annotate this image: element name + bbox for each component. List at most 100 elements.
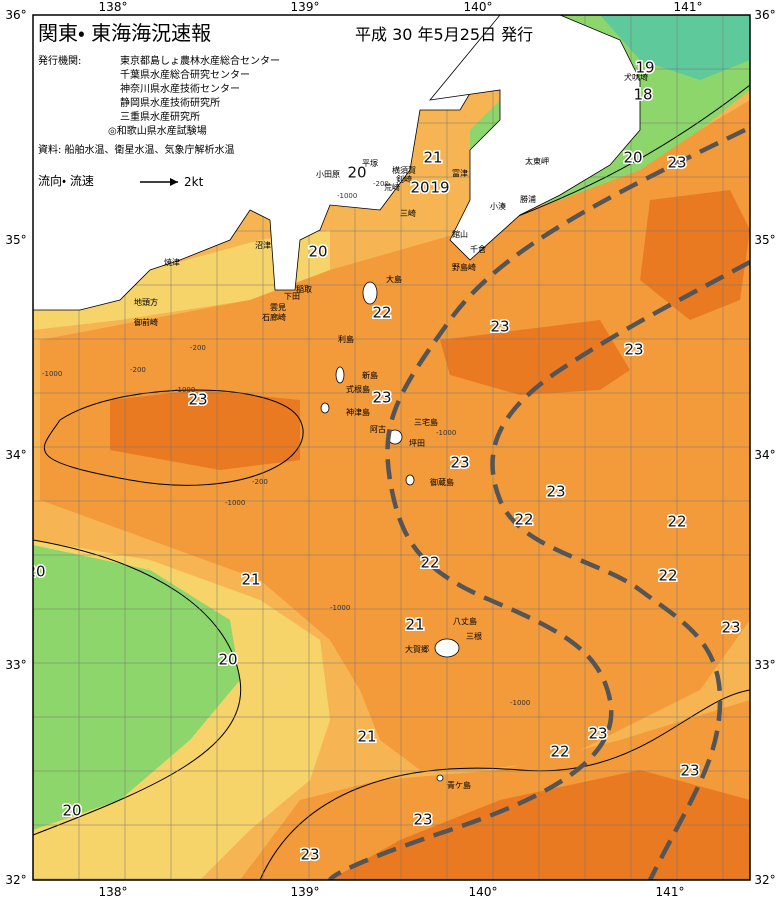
temperature-label: 21 [423,149,442,167]
island [335,366,345,384]
depth-label: -1000 [225,499,245,507]
lat-label: 36° [754,8,775,22]
temperature-label: 21 [241,571,260,589]
frame [32,14,751,881]
land [429,15,641,261]
lon-label: 140° [469,885,498,899]
depth-label: -1000 [337,192,357,200]
issuers-label: 発行機関: [38,54,81,67]
isotherm [33,539,242,836]
temperature-label: 23 [721,619,740,637]
kuroshio-axis [327,127,746,880]
depth-label: -1000 [510,699,530,707]
temperature-label: 23 [624,341,643,359]
place-name: 横須賀 [392,165,416,175]
temperature-label: 23 [667,154,686,172]
place-name: 雲見 [270,303,286,312]
place-name: 三崎 [400,208,416,218]
lat-label: 32° [5,873,26,887]
source: 資料: 船舶水温、衛星水温、気象庁解析水温 [38,143,235,156]
depth-label: -1000 [175,386,195,394]
isotherms [33,84,750,880]
temperature-label: 18 [633,86,652,104]
place-name: 沼津 [255,240,271,250]
place-name: 太東岬 [525,156,549,166]
temperature-label: 20 [410,179,429,197]
temperature-label: 23 [680,762,699,780]
depth-label: -200 [252,478,268,486]
place-name: 地頭方 [134,297,158,307]
lon-label: 139° [291,0,320,14]
place-name: 阿古 [370,424,386,434]
kuroshio-edge [490,260,750,880]
lon-label: 140° [464,0,493,14]
depth-label: -1000 [330,604,350,612]
issued-date: 平成 30 年5月25日 発行 [355,25,533,44]
lat-label: 34° [754,448,775,462]
lon-label: 138° [99,885,128,899]
isotherm [259,689,750,880]
lat-label: 32° [754,873,775,887]
place-name: 荒崎 [384,182,400,192]
zone-hot [640,190,750,320]
place-name: 勝浦 [520,194,536,204]
place-name: 千倉 [470,244,486,254]
depth-label: -200 [130,366,146,374]
place-name: 小田原 [316,170,340,179]
temperature-label: 19 [635,59,654,77]
place-name: 野島崎 [452,262,476,272]
place-name: 坪田 [409,439,425,448]
islands [320,281,460,782]
place-name: 稲取 [296,284,312,294]
place-name: 石廊崎 [262,312,286,322]
temperature-label: 22 [658,567,677,585]
issuer: 静岡県水産技術研究所 [120,96,220,109]
temperature-label: 21 [405,616,424,634]
temperature-label: 22 [420,554,439,572]
zone-cool [33,230,330,330]
place-name: 平塚 [362,159,378,168]
place-name: 犬吠埼 [624,72,648,82]
lat-label: 35° [5,233,26,247]
temperature-label: 20 [218,651,237,669]
place-name: 大島 [386,274,402,284]
island [320,402,330,414]
kuroshio [327,127,750,880]
place-name: 焼津 [164,257,180,267]
temperature-label: 23 [413,811,432,829]
temperature-label: 23 [188,391,207,409]
lon-label: 138° [99,0,128,14]
temperature-label: 23 [588,725,607,743]
zone-cold [600,15,750,80]
lat-label: 33° [754,658,775,672]
island [362,281,378,305]
depth-label: -200 [373,180,389,188]
temperature-label: 22 [514,511,533,529]
temperature-label: 22 [667,513,686,531]
place-name: 御前崎 [134,317,158,327]
temperature-label: 20 [347,164,366,182]
issuer: 神奈川県水産技術センター [120,82,240,95]
issuer: 東京都島しょ農林水産総合センター [120,54,280,67]
place-name: 三宅島 [414,417,438,427]
lon-label: 141° [656,885,685,899]
place-name: 新島 [362,370,378,380]
place-name: 剣崎 [396,174,412,184]
land [33,15,501,311]
temperature-label: 20 [623,149,642,167]
temperature-label: 22 [550,743,569,761]
lat-label: 36° [5,8,26,22]
lon-label: 139° [291,885,320,899]
place-name: 御蔵島 [430,477,454,487]
temperature-label: 23 [450,454,469,472]
lat-label: 33° [5,658,26,672]
lat-label: 35° [754,233,775,247]
isotherm [43,389,304,486]
place-name: 式根島 [346,384,370,394]
place-name: 小湊 [490,201,506,211]
legend-speed: 2kt [184,175,204,189]
